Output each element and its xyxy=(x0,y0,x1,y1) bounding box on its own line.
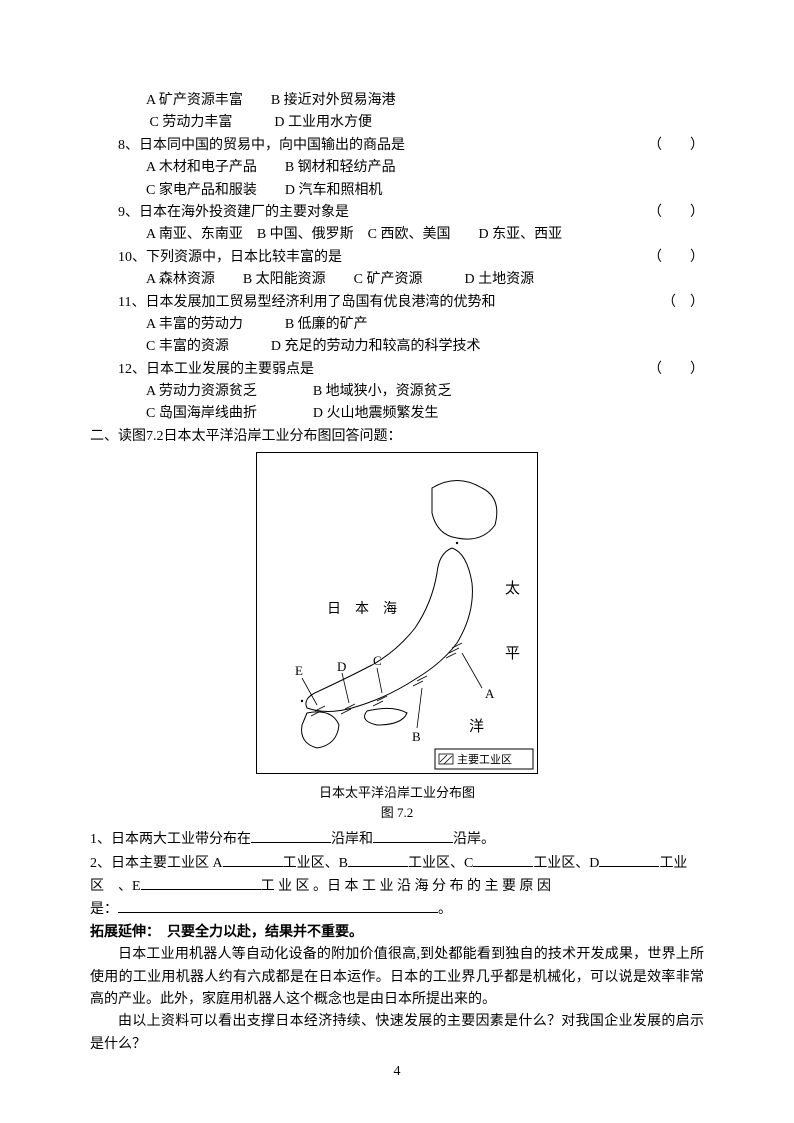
svg-text:D: D xyxy=(337,659,346,674)
fill2-p1: 2、日本主要工业区 A xyxy=(90,856,223,871)
svg-text:太: 太 xyxy=(505,580,520,597)
fill2-p3: 工业区、C xyxy=(408,856,473,871)
q9-opts: A 南亚、东南亚 B 中国、俄罗斯 C 西欧、美国 D 东亚、西亚 xyxy=(146,227,562,242)
q12-line: 12、日本工业发展的主要弱点是 （ ） xyxy=(118,359,704,381)
q8-line: 8、日本同中国的贸易中，向中国输出的商品是 （ ） xyxy=(118,135,704,157)
svg-text:A: A xyxy=(485,686,495,701)
fill2-p6: 区 、E xyxy=(90,879,141,894)
fill-q2: 2、日本主要工业区 A 工业区、B 工业区、C 工业区、D 工业 xyxy=(90,852,704,875)
q12-opts2: C 岛国海岸线曲折 D 火山地震频繁发生 xyxy=(146,406,438,421)
extension-title: 拓展延伸： 只要全力以赴，结果并不重要。 xyxy=(90,922,704,944)
q8-opts2: C 家电产品和服装 D 汽车和照相机 xyxy=(146,183,382,198)
fill2-bReason[interactable] xyxy=(118,898,438,913)
svg-text:B: B xyxy=(412,729,421,744)
fill2-p5: 工业 xyxy=(659,856,687,871)
fill-q2b: 区 、E 工 业 区 。日 本 工 业 沿 海 分 布 的 主 要 原 因 xyxy=(90,875,704,898)
q11-opts2: C 丰富的资源 D 充足的劳动力和较高的科学技术 xyxy=(146,339,480,354)
map-caption2: 图 7.2 xyxy=(90,803,704,824)
q11-paren: （ ） xyxy=(662,292,704,314)
svg-text:日 本 海: 日 本 海 xyxy=(327,601,397,617)
q9-stem: 9、日本在海外投资建厂的主要对象是 xyxy=(118,202,638,224)
fill1-blank2[interactable] xyxy=(373,828,453,843)
q11-stem: 11、日本发展加工贸易型经济利用了岛国有优良港湾的优势和 xyxy=(118,292,652,314)
q8-paren: （ ） xyxy=(648,135,704,157)
fill2-p7: 工 业 区 。日 本 工 业 沿 海 分 布 的 主 要 原 因 xyxy=(261,879,552,894)
q12-stem: 12、日本工业发展的主要弱点是 xyxy=(118,359,638,381)
q10-paren: （ ） xyxy=(648,247,704,269)
section2-title: 二、读图7.2日本太平洋沿岸工业分布图回答问题： xyxy=(90,426,704,448)
preq8-opts2: C 劳动力丰富 D 工业用水方便 xyxy=(150,115,372,130)
map-caption1: 日本太平洋沿岸工业分布图 xyxy=(90,783,704,804)
extension-p2: 由以上资料可以看出支撑日本经济持续、快速发展的主要因素是什么？对我国企业发展的启… xyxy=(90,1011,704,1056)
fill1-post: 沿岸。 xyxy=(453,832,495,847)
fill-q1: 1、日本两大工业带分布在 沿岸和 沿岸。 xyxy=(90,828,704,851)
q9-paren: （ ） xyxy=(648,202,704,224)
extension-p1: 日本工业用机器人等自动化设备的附加价值很高,到处都能看到独自的技术开发成果，世界… xyxy=(90,944,704,1011)
svg-text:平: 平 xyxy=(505,646,520,662)
q10-opts: A 森林资源 B 太阳能资源 C 矿产资源 D 土地资源 xyxy=(146,272,534,287)
q10-stem: 10、下列资源中，日本比较丰富的是 xyxy=(118,247,638,269)
q11-opts1: A 丰富的劳动力 B 低廉的矿产 xyxy=(146,317,368,332)
fill2-p9: 。 xyxy=(438,902,452,917)
map-figure: A B C D E 日 本 海 太 平 洋 主要工业区 日本太平洋沿岸工业分布图… xyxy=(90,452,704,824)
page-number: 4 xyxy=(0,1061,794,1083)
fill2-bA[interactable] xyxy=(223,852,283,867)
fill2-bD[interactable] xyxy=(599,852,659,867)
fill1-blank1[interactable] xyxy=(251,828,331,843)
svg-text:E: E xyxy=(295,663,303,678)
fill1-pre: 1、日本两大工业带分布在 xyxy=(90,832,251,847)
q10-line: 10、下列资源中，日本比较丰富的是 （ ） xyxy=(118,247,704,269)
q9-line: 9、日本在海外投资建厂的主要对象是 （ ） xyxy=(118,202,704,224)
fill2-bB[interactable] xyxy=(348,852,408,867)
fill2-p4: 工业区、D xyxy=(533,856,599,871)
svg-text:洋: 洋 xyxy=(469,718,484,735)
fill2-p8: 是： xyxy=(90,902,118,917)
q12-opts1: A 劳动力资源贫乏 B 地域狭小，资源贫乏 xyxy=(146,384,452,399)
svg-text:主要工业区: 主要工业区 xyxy=(457,753,512,766)
q8-opts1: A 木材和电子产品 B 钢材和轻纺产品 xyxy=(146,160,396,175)
q8-stem: 8、日本同中国的贸易中，向中国输出的商品是 xyxy=(118,135,638,157)
fill1-mid: 沿岸和 xyxy=(331,832,373,847)
svg-text:C: C xyxy=(373,653,382,668)
fill2-bC[interactable] xyxy=(473,852,533,867)
q12-paren: （ ） xyxy=(648,359,704,381)
fill2-p2: 工业区、B xyxy=(283,856,348,871)
fill2-bE[interactable] xyxy=(141,875,261,890)
fill-q2c: 是： 。 xyxy=(90,898,704,921)
preq8-opts1: A 矿产资源丰富 B 接近对外贸易海港 xyxy=(146,93,396,108)
q11-line: 11、日本发展加工贸易型经济利用了岛国有优良港湾的优势和 （ ） xyxy=(118,292,704,314)
